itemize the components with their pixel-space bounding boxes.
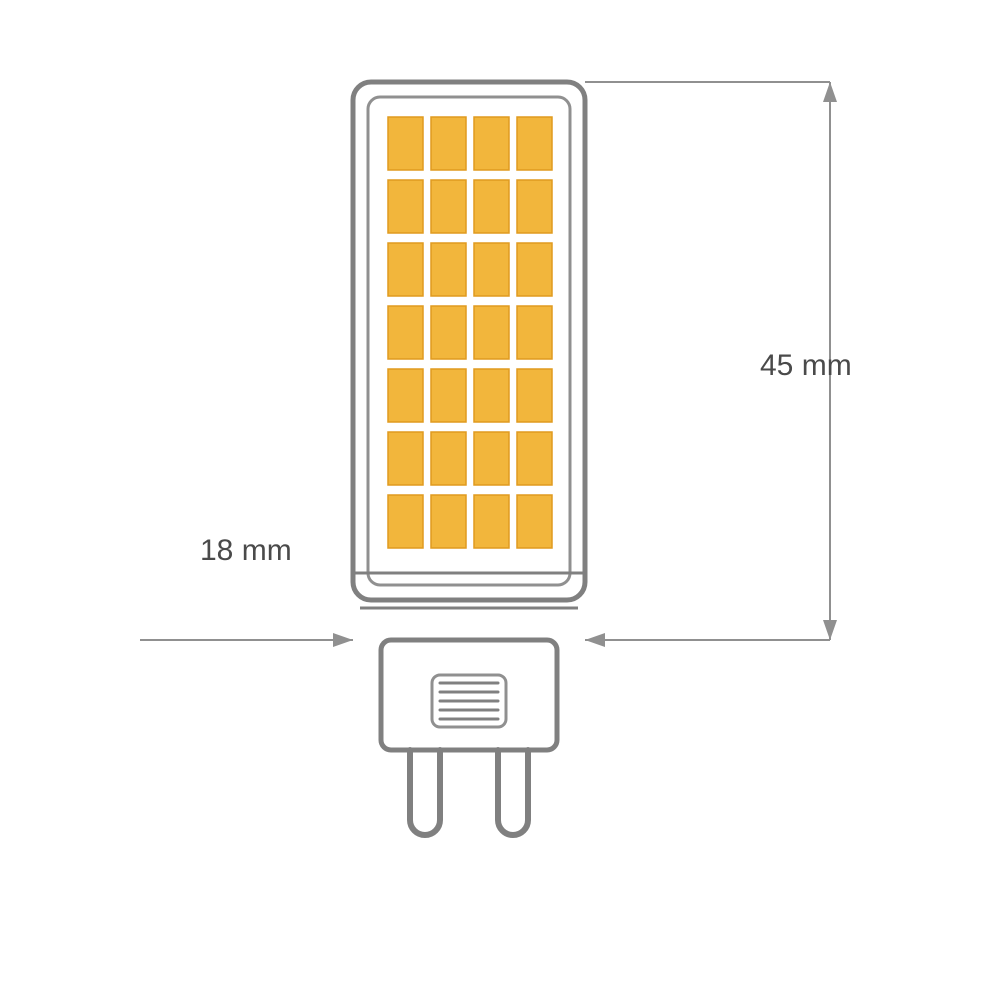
led-chip xyxy=(517,243,552,296)
led-chip xyxy=(517,180,552,233)
g9-pins xyxy=(410,750,528,835)
led-chip xyxy=(388,495,423,548)
led-chip xyxy=(431,117,466,170)
led-chip xyxy=(474,369,509,422)
led-chip xyxy=(517,369,552,422)
dimension-height: 45 mm xyxy=(585,82,852,640)
width-label: 18 mm xyxy=(200,534,292,567)
led-chip xyxy=(474,180,509,233)
led-chip xyxy=(474,243,509,296)
led-chip xyxy=(388,243,423,296)
led-chip xyxy=(388,117,423,170)
led-chip xyxy=(474,432,509,485)
led-chip xyxy=(431,495,466,548)
led-chip xyxy=(388,432,423,485)
bulb-base xyxy=(381,640,557,750)
led-chip xyxy=(431,180,466,233)
led-chip xyxy=(517,117,552,170)
led-chip xyxy=(388,306,423,359)
bulb-dimension-diagram: 45 mm 18 mm xyxy=(0,0,1000,1000)
height-label: 45 mm xyxy=(760,349,852,382)
led-chip xyxy=(474,117,509,170)
led-chip xyxy=(388,369,423,422)
led-chip xyxy=(517,306,552,359)
led-chip xyxy=(474,306,509,359)
led-chip xyxy=(431,432,466,485)
led-chip xyxy=(431,243,466,296)
led-chip xyxy=(517,495,552,548)
led-chip xyxy=(431,306,466,359)
led-chip xyxy=(431,369,466,422)
led-chip xyxy=(517,432,552,485)
led-chip xyxy=(388,180,423,233)
base-grille xyxy=(432,675,506,727)
led-chip xyxy=(474,495,509,548)
